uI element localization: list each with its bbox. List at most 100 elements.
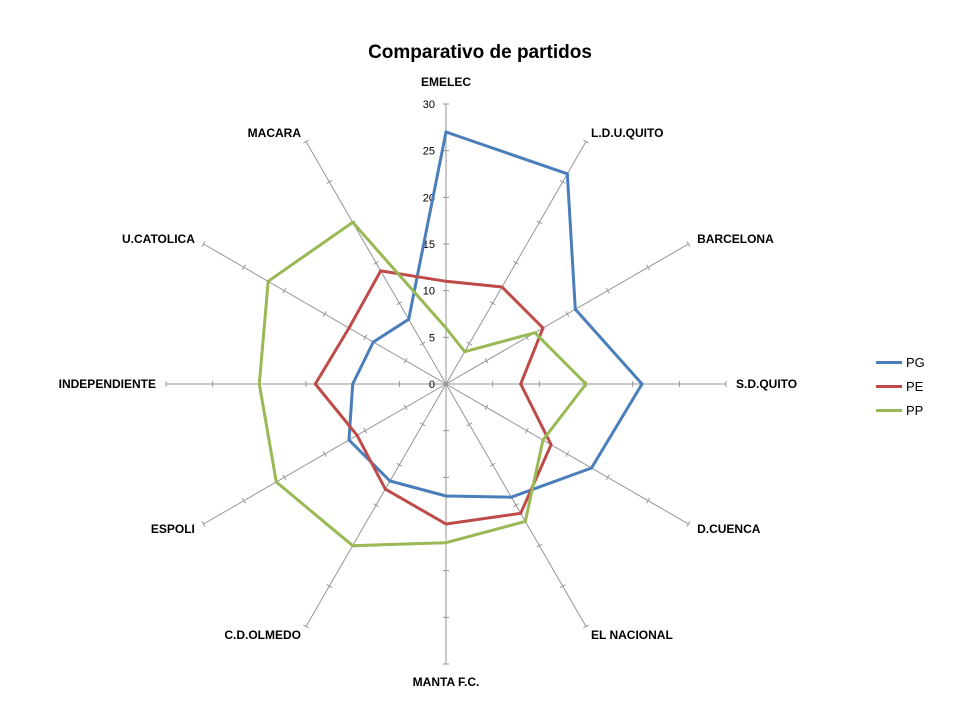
category-label: C.D.OLMEDO <box>224 628 301 642</box>
data-point-pe <box>347 326 351 330</box>
category-label: MANTA F.C. <box>413 675 480 689</box>
axis-tick <box>484 404 489 411</box>
axis-tick <box>646 264 651 271</box>
data-point-pg <box>590 466 593 470</box>
axis-tick <box>282 287 287 294</box>
data-point-pg <box>407 317 411 321</box>
data-point-pp <box>541 438 545 442</box>
legend-swatch <box>876 360 902 364</box>
axis-tick <box>201 521 206 527</box>
axis-tick <box>466 341 473 346</box>
category-label: S.D.QUITO <box>736 377 797 391</box>
data-point-pg <box>371 340 375 344</box>
data-point-pe <box>519 511 523 515</box>
axis-tick-label: 10 <box>423 286 435 298</box>
axis-tick <box>536 220 543 225</box>
chart-title: Comparativo de partidos <box>368 42 592 63</box>
data-point-pe <box>444 279 448 283</box>
legend-item-pe: PE <box>876 374 925 398</box>
axis-tick <box>403 404 408 411</box>
category-label: U.CATOLICA <box>122 232 195 246</box>
data-point-pg <box>388 479 392 483</box>
axis-tick <box>373 503 379 508</box>
axis-tick <box>524 427 529 434</box>
legend-label: PE <box>906 378 924 394</box>
axis-tick <box>419 422 426 427</box>
data-point-pe <box>500 285 504 289</box>
data-point-pp <box>463 350 467 354</box>
category-label: ESPOLI <box>151 522 195 536</box>
axis-tick <box>513 260 519 265</box>
axis-tick <box>403 357 408 364</box>
data-point-pg <box>351 382 355 386</box>
axis-tick <box>303 139 309 144</box>
data-point-pp <box>257 382 261 386</box>
data-point-pe <box>444 522 448 526</box>
data-point-pg <box>565 172 569 176</box>
axis-tick <box>513 503 519 508</box>
axis-tick <box>559 179 566 184</box>
data-point-pe <box>355 433 359 437</box>
axis-tick <box>583 139 589 144</box>
legend-item-pg: PG <box>876 350 925 374</box>
data-point-pp <box>266 279 270 283</box>
data-point-pe <box>549 443 553 447</box>
axis-tick <box>583 624 589 629</box>
axis-tick <box>686 521 691 527</box>
axis-tick <box>363 427 368 434</box>
data-point-pg <box>347 438 351 442</box>
legend-label: PG <box>906 354 925 370</box>
data-point-pg <box>573 307 577 311</box>
axis-tick-label: 25 <box>423 146 435 158</box>
axis-tick <box>686 241 691 247</box>
axis-tick <box>373 260 379 265</box>
axis-tick <box>466 422 473 427</box>
data-point-pp <box>444 326 448 330</box>
series-line-pg <box>347 130 644 499</box>
category-label: EMELEC <box>421 75 471 89</box>
axis-tick <box>241 497 246 504</box>
axis-tick <box>363 334 368 341</box>
axis-tick-label: 5 <box>429 332 435 344</box>
axis-tick-label: 0 <box>429 379 435 391</box>
data-point-pe <box>519 382 523 386</box>
axis-tick <box>489 301 496 306</box>
category-label: D.CUENCA <box>697 522 761 536</box>
category-label: MACARA <box>248 126 302 140</box>
legend-swatch <box>876 384 902 388</box>
axis-tick <box>282 474 287 481</box>
legend-item-pp: PP <box>876 398 925 422</box>
axis-tick <box>565 311 570 317</box>
axis-tick <box>605 474 610 481</box>
axis-tick <box>241 264 246 271</box>
axis-tick-label: 30 <box>423 99 435 111</box>
axis-tick <box>322 311 327 317</box>
category-label: EL NACIONAL <box>591 628 673 642</box>
axis-tick <box>646 497 651 504</box>
data-point-pg <box>640 382 644 386</box>
series-layer <box>257 130 644 548</box>
data-point-pe <box>313 382 317 386</box>
axis-tick <box>201 241 206 247</box>
category-label: L.D.U.QUITO <box>591 126 663 140</box>
data-point-pp <box>533 331 537 335</box>
axis-tick <box>419 341 426 346</box>
axis-tick <box>565 451 570 457</box>
category-labels: EMELEC L.D.U.QUITO BARCELONA S.D.QUITO D.CUE… <box>59 75 797 689</box>
axis-tick <box>484 357 489 364</box>
data-point-pe <box>383 487 387 491</box>
axis-tick <box>605 287 610 294</box>
axis-tick <box>326 179 333 184</box>
data-point-pe <box>379 269 383 273</box>
axis-tick <box>396 462 403 467</box>
axis-tick <box>489 462 496 467</box>
legend: PG PE PP <box>876 350 925 422</box>
data-point-pg <box>509 495 513 499</box>
axis-tick <box>303 624 309 629</box>
category-label: INDEPENDIENTE <box>59 377 156 391</box>
data-point-pp <box>523 519 527 523</box>
legend-swatch <box>876 408 902 412</box>
axis-tick <box>326 584 333 589</box>
